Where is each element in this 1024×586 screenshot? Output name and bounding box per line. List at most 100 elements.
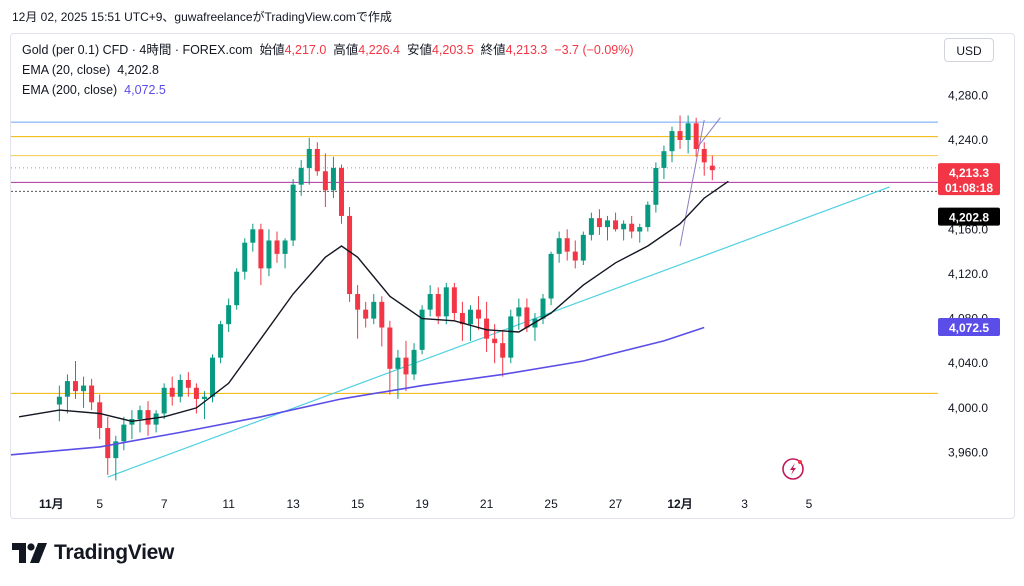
tradingview-logo[interactable]: TradingView xyxy=(12,540,174,566)
candle-body xyxy=(363,309,369,319)
ema20-value: 4,202.8 xyxy=(117,63,159,77)
last-price-badge: 4,213.301:08:18 xyxy=(938,163,1000,196)
candle-body xyxy=(653,167,659,205)
candle-body xyxy=(210,357,216,397)
candle-body xyxy=(459,313,465,325)
candle-body xyxy=(153,413,159,425)
low-value: 4,203.5 xyxy=(431,43,474,57)
ema20-legend-row[interactable]: EMA (20, close) 4,202.8 xyxy=(22,60,634,80)
y-tick-label: 4,040.0 xyxy=(948,356,988,370)
candle-body xyxy=(419,309,425,350)
x-tick-label: 5 xyxy=(96,497,103,511)
candle-body xyxy=(621,223,627,230)
ema20-label: EMA (20, close) xyxy=(22,63,111,77)
candle-body xyxy=(492,338,498,344)
candle-body xyxy=(226,305,232,325)
x-tick-label: 3 xyxy=(741,497,748,511)
candle-body xyxy=(661,151,667,168)
candle-body xyxy=(709,165,715,171)
candle-body xyxy=(693,123,699,149)
candle-body xyxy=(161,387,167,414)
candle-body xyxy=(516,307,522,317)
y-tick-label: 4,240.0 xyxy=(948,133,988,147)
candle-body xyxy=(177,379,183,397)
candle-body xyxy=(266,240,272,269)
x-tick-label: 13 xyxy=(286,497,300,511)
candle-body xyxy=(556,238,562,254)
candle-body xyxy=(443,287,449,317)
ema20-line xyxy=(18,180,729,423)
currency-button[interactable]: USD xyxy=(944,38,994,62)
candle-body xyxy=(484,318,490,339)
candle-body xyxy=(677,131,683,141)
candle-body xyxy=(403,357,409,375)
candle-body xyxy=(588,218,594,235)
y-tick-label: 3,960.0 xyxy=(948,446,988,460)
candle-body xyxy=(330,167,336,191)
candle-body xyxy=(56,396,62,405)
open-label: 始値 xyxy=(259,43,285,57)
candle-body xyxy=(540,298,546,319)
candle-body xyxy=(242,242,248,272)
candle-body xyxy=(395,357,401,369)
candle-body xyxy=(701,148,707,163)
candle-body xyxy=(274,240,280,254)
candle-body xyxy=(645,204,651,228)
chart-frame[interactable] xyxy=(10,33,1015,519)
candle-body xyxy=(387,327,393,369)
ema-lines xyxy=(10,180,729,456)
open-value: 4,217.0 xyxy=(284,43,327,57)
candle-body xyxy=(201,396,207,399)
candle-body xyxy=(72,381,78,392)
candle-body xyxy=(218,324,224,358)
candle-body xyxy=(290,184,296,241)
candle-body xyxy=(282,240,288,254)
ema20-badge-box xyxy=(938,207,1000,226)
fan-line xyxy=(679,119,705,247)
candle-body xyxy=(476,309,482,319)
candle-body xyxy=(234,271,240,306)
candle-body xyxy=(193,387,199,399)
candle-body xyxy=(427,294,433,310)
ema200-legend-row[interactable]: EMA (200, close) 4,072.5 xyxy=(22,80,634,100)
candle-body xyxy=(185,379,191,388)
last-price-badge-box xyxy=(938,163,1000,196)
ascending-trendline xyxy=(107,186,890,478)
ohlc-row: Gold (per 0.1) CFD · 4時間 · FOREX.com 始値4… xyxy=(22,40,634,60)
candle-body xyxy=(97,402,103,428)
y-tick-label: 4,120.0 xyxy=(948,267,988,281)
symbol-name[interactable]: Gold (per 0.1) CFD · 4時間 · FOREX.com xyxy=(22,43,253,57)
candle-body xyxy=(306,148,312,168)
ema200-badge-text: 4,072.5 xyxy=(949,321,989,335)
candle-body xyxy=(355,294,361,310)
lightning-icon[interactable] xyxy=(782,458,804,480)
x-tick-label: 21 xyxy=(480,497,494,511)
ema200-label: EMA (200, close) xyxy=(22,83,118,97)
horizontal-levels xyxy=(11,121,938,394)
candle-body xyxy=(258,229,264,269)
y-tick-label: 4,000.0 xyxy=(948,401,988,415)
candle-body xyxy=(347,215,353,295)
x-tick-label: 27 xyxy=(609,497,623,511)
high-value: 4,226.4 xyxy=(358,43,400,57)
close-label: 終値 xyxy=(480,43,506,57)
candle-body xyxy=(121,424,127,442)
candle-body xyxy=(113,441,119,459)
candle-body xyxy=(169,387,175,397)
candle-body xyxy=(314,148,320,172)
ema200-line xyxy=(10,326,705,456)
chart-legend: Gold (per 0.1) CFD · 4時間 · FOREX.com 始値4… xyxy=(22,40,634,100)
candle-body xyxy=(435,294,441,317)
tradingview-mark-icon xyxy=(12,543,47,563)
x-tick-label: 11 xyxy=(222,497,235,511)
x-tick-label: 15 xyxy=(351,497,365,511)
candle-body xyxy=(605,220,611,228)
candle-body xyxy=(685,123,691,141)
last-price-badge-text: 4,213.3 xyxy=(949,166,989,180)
candle-body xyxy=(613,220,619,230)
trendlines xyxy=(107,117,890,478)
candle-body xyxy=(572,251,578,261)
y-tick-label: 4,160.0 xyxy=(948,222,988,236)
